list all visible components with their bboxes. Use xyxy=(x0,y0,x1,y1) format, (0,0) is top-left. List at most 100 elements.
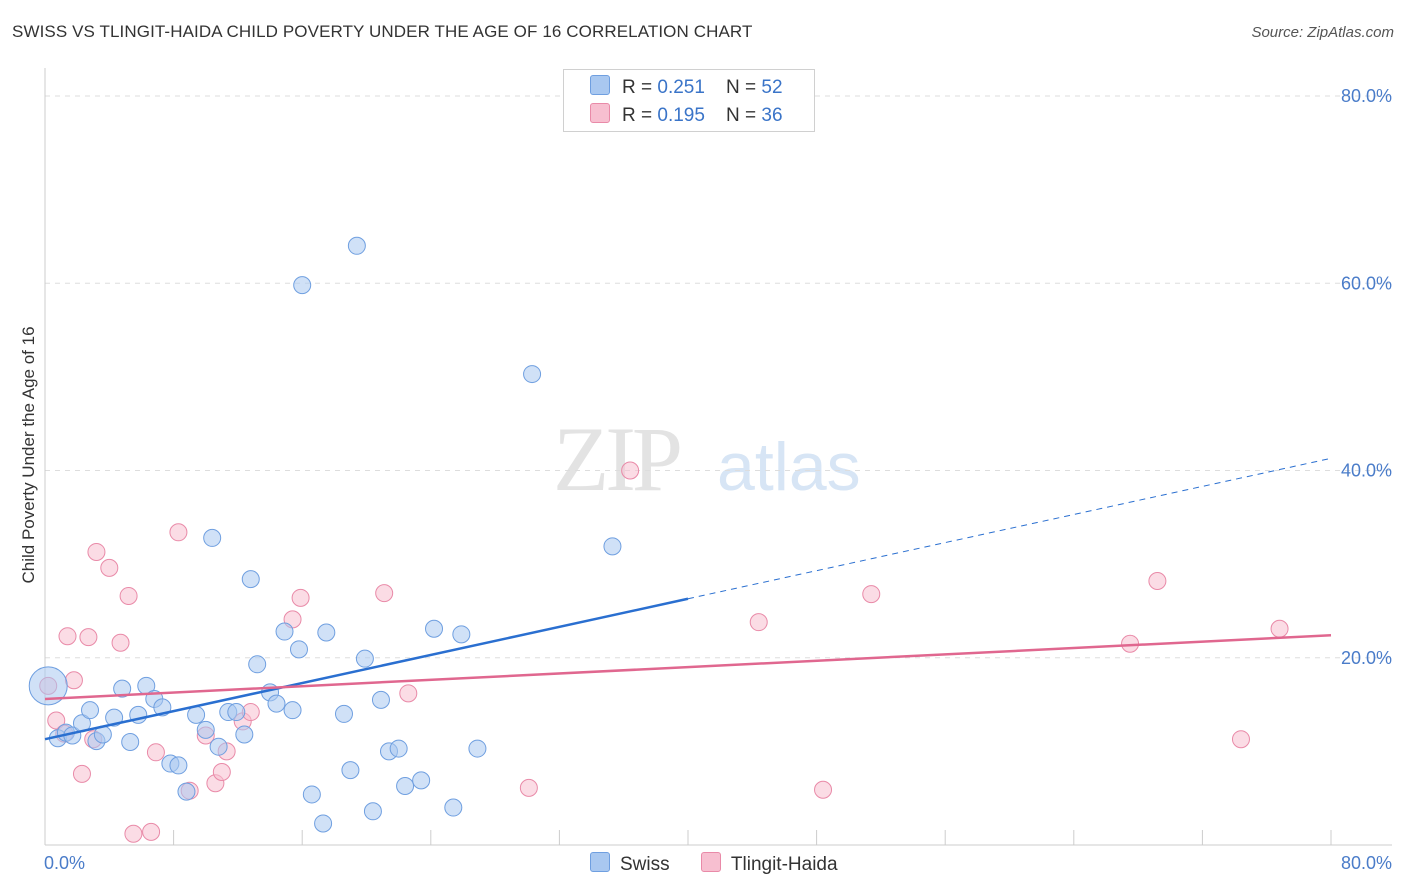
swiss-point xyxy=(293,276,312,295)
watermark-zip: ZIP xyxy=(553,408,680,510)
tlingit-haida-point xyxy=(399,684,418,703)
swiss-point xyxy=(113,679,132,698)
chart-title: SWISS VS TLINGIT-HAIDA CHILD POVERTY UND… xyxy=(12,22,753,41)
legend-r-label: R = xyxy=(622,77,658,98)
bottom-legend-label: Swiss xyxy=(620,854,670,875)
axes xyxy=(44,68,1392,846)
trend-lines xyxy=(44,457,1332,741)
tlingit-haida-point xyxy=(1148,571,1167,590)
bottom-legend-tlingit-haida: Tlingit-Haida xyxy=(700,852,838,876)
tlingit-haida-point xyxy=(119,586,138,605)
tlingit-haida-point xyxy=(64,671,83,690)
tlingit-haida-point xyxy=(87,542,106,561)
swiss-point xyxy=(209,737,228,756)
swiss-point xyxy=(334,704,353,723)
watermark-atlas: atlas xyxy=(717,429,861,505)
swiss-point xyxy=(603,537,622,556)
swiss-point xyxy=(275,622,294,641)
bottom-legend-swiss: Swiss xyxy=(590,852,670,876)
y-tick-label: 80.0% xyxy=(1341,86,1392,106)
legend-r-value: 0.251 xyxy=(657,77,705,98)
swiss-point xyxy=(283,701,302,720)
legend: R = 0.251 N = 52 R = 0.195 N = 36 xyxy=(563,69,815,132)
tlingit-haida-point xyxy=(111,633,130,652)
swiss-point xyxy=(396,777,415,796)
x-tick-label: 80.0% xyxy=(1341,853,1392,873)
tlingit-haida-point xyxy=(814,780,833,799)
swiss-point xyxy=(203,528,222,547)
swiss-point xyxy=(347,236,366,255)
x-tick-labels: 0.0% 80.0% xyxy=(44,853,1392,873)
swiss-point xyxy=(177,782,196,801)
y-tick-labels: 20.0% 40.0% 60.0% 80.0% xyxy=(1341,86,1392,668)
bottom-legend: Swiss Tlingit-Haida xyxy=(590,852,864,876)
tlingit-haida-swatch xyxy=(590,103,610,123)
swiss-point xyxy=(241,570,260,589)
tlingit-haida-point xyxy=(375,584,394,603)
x-tick-label: 0.0% xyxy=(44,853,85,873)
tlingit-haida-point xyxy=(79,628,98,647)
swiss-point xyxy=(371,690,390,709)
swiss-point xyxy=(187,705,206,724)
tlingit-haida-point xyxy=(862,585,881,604)
swiss-point xyxy=(317,623,336,642)
swiss-point xyxy=(355,649,374,668)
tlingit-haida-trend-line xyxy=(44,634,1332,701)
legend-n-value: 52 xyxy=(761,77,783,98)
swiss-point xyxy=(81,701,100,720)
swiss-point xyxy=(452,625,471,644)
tlingit-haida-point xyxy=(291,588,310,607)
swiss-point xyxy=(289,640,308,659)
swiss-point xyxy=(248,655,267,674)
swiss-point xyxy=(302,785,321,804)
swiss-point xyxy=(121,733,140,752)
gridlines xyxy=(45,95,1392,659)
y-tick-label: 20.0% xyxy=(1341,648,1392,668)
tlingit-haida-point xyxy=(749,613,768,632)
legend-n-label: N = xyxy=(726,105,762,126)
tlingit-haida-point xyxy=(124,824,143,843)
y-tick-label: 60.0% xyxy=(1341,273,1392,293)
y-tick-label: 40.0% xyxy=(1341,461,1392,481)
swiss-swatch xyxy=(590,75,610,95)
tlingit-haida-point xyxy=(142,822,161,841)
tlingit-haida-point xyxy=(1270,619,1289,638)
swiss-point xyxy=(363,802,382,821)
watermark: ZIP atlas xyxy=(553,408,861,510)
tlingit-haida-points xyxy=(39,461,1289,843)
tlingit-haida-point xyxy=(146,743,165,762)
y-axis-label: Child Poverty Under the Age of 16 xyxy=(19,326,38,583)
legend-r-label: R = xyxy=(622,105,658,126)
legend-row-swiss: R = 0.251 N = 52 xyxy=(590,75,783,99)
swiss-point xyxy=(425,619,444,638)
swiss-point xyxy=(196,720,215,739)
source-label: Source: ZipAtlas.com xyxy=(1251,24,1394,41)
swiss-point xyxy=(412,771,431,790)
tlingit-haida-point xyxy=(169,523,188,542)
legend-r-value: 0.195 xyxy=(657,105,705,126)
swiss-points xyxy=(28,236,622,833)
swiss-point xyxy=(28,666,68,706)
swiss-point xyxy=(235,725,254,744)
tlingit-haida-swatch xyxy=(700,852,721,872)
swiss-point xyxy=(314,814,333,833)
swiss-point xyxy=(267,694,286,713)
swiss-point xyxy=(341,761,360,780)
bottom-legend-label: Tlingit-Haida xyxy=(730,854,838,875)
swiss-point xyxy=(389,739,408,758)
swiss-point xyxy=(444,798,463,817)
tlingit-haida-point xyxy=(72,764,91,783)
swiss-point xyxy=(169,756,188,775)
tlingit-haida-point xyxy=(47,711,66,730)
swiss-trend-line xyxy=(44,597,689,741)
tlingit-haida-point xyxy=(212,762,231,781)
tlingit-haida-point xyxy=(621,461,640,480)
legend-row-tlingit-haida: R = 0.195 N = 36 xyxy=(590,103,783,127)
tlingit-haida-point xyxy=(1231,730,1250,749)
legend-n-value: 36 xyxy=(761,105,783,126)
tlingit-haida-point xyxy=(519,778,538,797)
tlingit-haida-point xyxy=(100,558,119,577)
legend-n-label: N = xyxy=(726,77,762,98)
swiss-point xyxy=(468,739,487,758)
